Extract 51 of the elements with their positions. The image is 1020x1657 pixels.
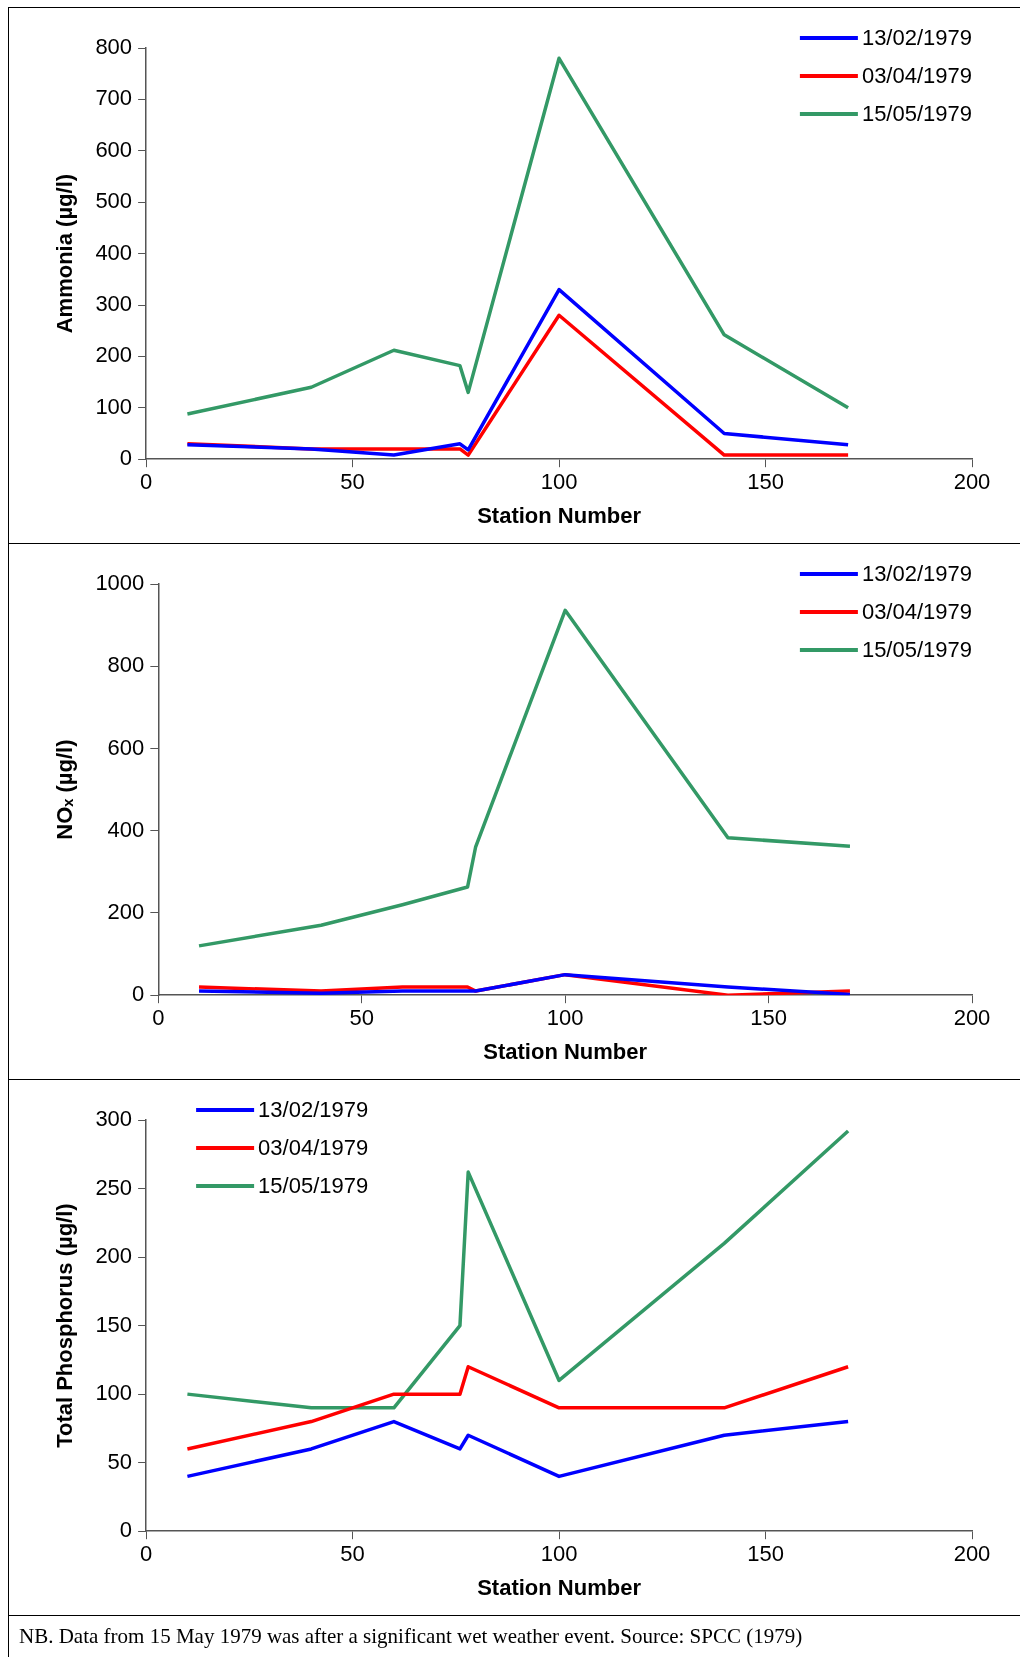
x-tick-label: 150 <box>750 1005 787 1031</box>
x-tick-label: 150 <box>747 1541 784 1567</box>
y-tick-label: 600 <box>107 734 145 760</box>
legend-label: 13/02/1979 <box>861 25 972 51</box>
text: NB. Data from 15 May 1979 was after a significant wet weather event. Source: SPCC (1979) <box>18 1623 804 1650</box>
x-tick-label: 150 <box>747 469 784 495</box>
y-tick-label: 200 <box>95 1243 133 1269</box>
y-tick-label: 100 <box>95 393 133 419</box>
legend-label: 15/05/1979 <box>861 637 972 663</box>
x-axis-title: Station Number <box>477 1574 642 1600</box>
y-tick-label: 300 <box>95 291 133 317</box>
y-tick-label: 200 <box>95 342 133 368</box>
y-tick-label: 0 <box>119 1517 133 1543</box>
legend-label: 15/05/1979 <box>861 101 972 127</box>
legend-label: 03/04/1979 <box>258 1135 369 1161</box>
x-axis-title: Station Number <box>477 502 642 528</box>
x-tick-label: 200 <box>953 1541 991 1567</box>
y-tick-label: 0 <box>119 445 133 471</box>
y-tick-label: 600 <box>95 136 133 162</box>
y-tick-label: 1000 <box>95 570 145 596</box>
y-tick-label: 150 <box>95 1311 133 1337</box>
x-tick-label: 50 <box>349 1005 374 1031</box>
y-axis-title: Total Phosphorus (µg/l) <box>52 1203 78 1448</box>
x-tick-label: 100 <box>540 469 578 495</box>
y-tick-label: 50 <box>107 1448 133 1474</box>
y-axis-title: Ammonia (µg/l) <box>52 173 78 334</box>
x-tick-label: 50 <box>340 1541 365 1567</box>
y-tick-label: 400 <box>95 239 133 265</box>
y-tick-label: 800 <box>95 34 133 60</box>
legend-label: 15/05/1979 <box>258 1173 369 1199</box>
y-tick-label: 300 <box>95 1106 133 1132</box>
legend-label: 13/02/1979 <box>861 561 972 587</box>
y-tick-label: 250 <box>95 1174 133 1200</box>
y-tick-label: 800 <box>107 652 145 678</box>
y-tick-label: 400 <box>107 816 145 842</box>
y-tick-label: 500 <box>95 188 133 214</box>
x-tick-label: 200 <box>953 1005 991 1031</box>
y-tick-label: 200 <box>107 899 145 925</box>
x-tick-label: 50 <box>340 469 365 495</box>
x-tick-label: 100 <box>546 1005 584 1031</box>
y-axis-title: NOₓ (µg/l) <box>52 739 78 840</box>
y-tick-label: 0 <box>132 981 145 1007</box>
x-tick-label: 200 <box>953 469 991 495</box>
x-axis-title: Station Number <box>483 1038 648 1064</box>
legend-label: 03/04/1979 <box>861 599 972 625</box>
x-tick-label: 100 <box>540 1541 578 1567</box>
x-tick-label: 0 <box>152 1005 165 1031</box>
legend-label: 13/02/1979 <box>258 1097 369 1123</box>
legend-label: 03/04/1979 <box>861 63 972 89</box>
y-tick-label: 100 <box>95 1380 133 1406</box>
y-tick-label: 700 <box>95 85 133 111</box>
